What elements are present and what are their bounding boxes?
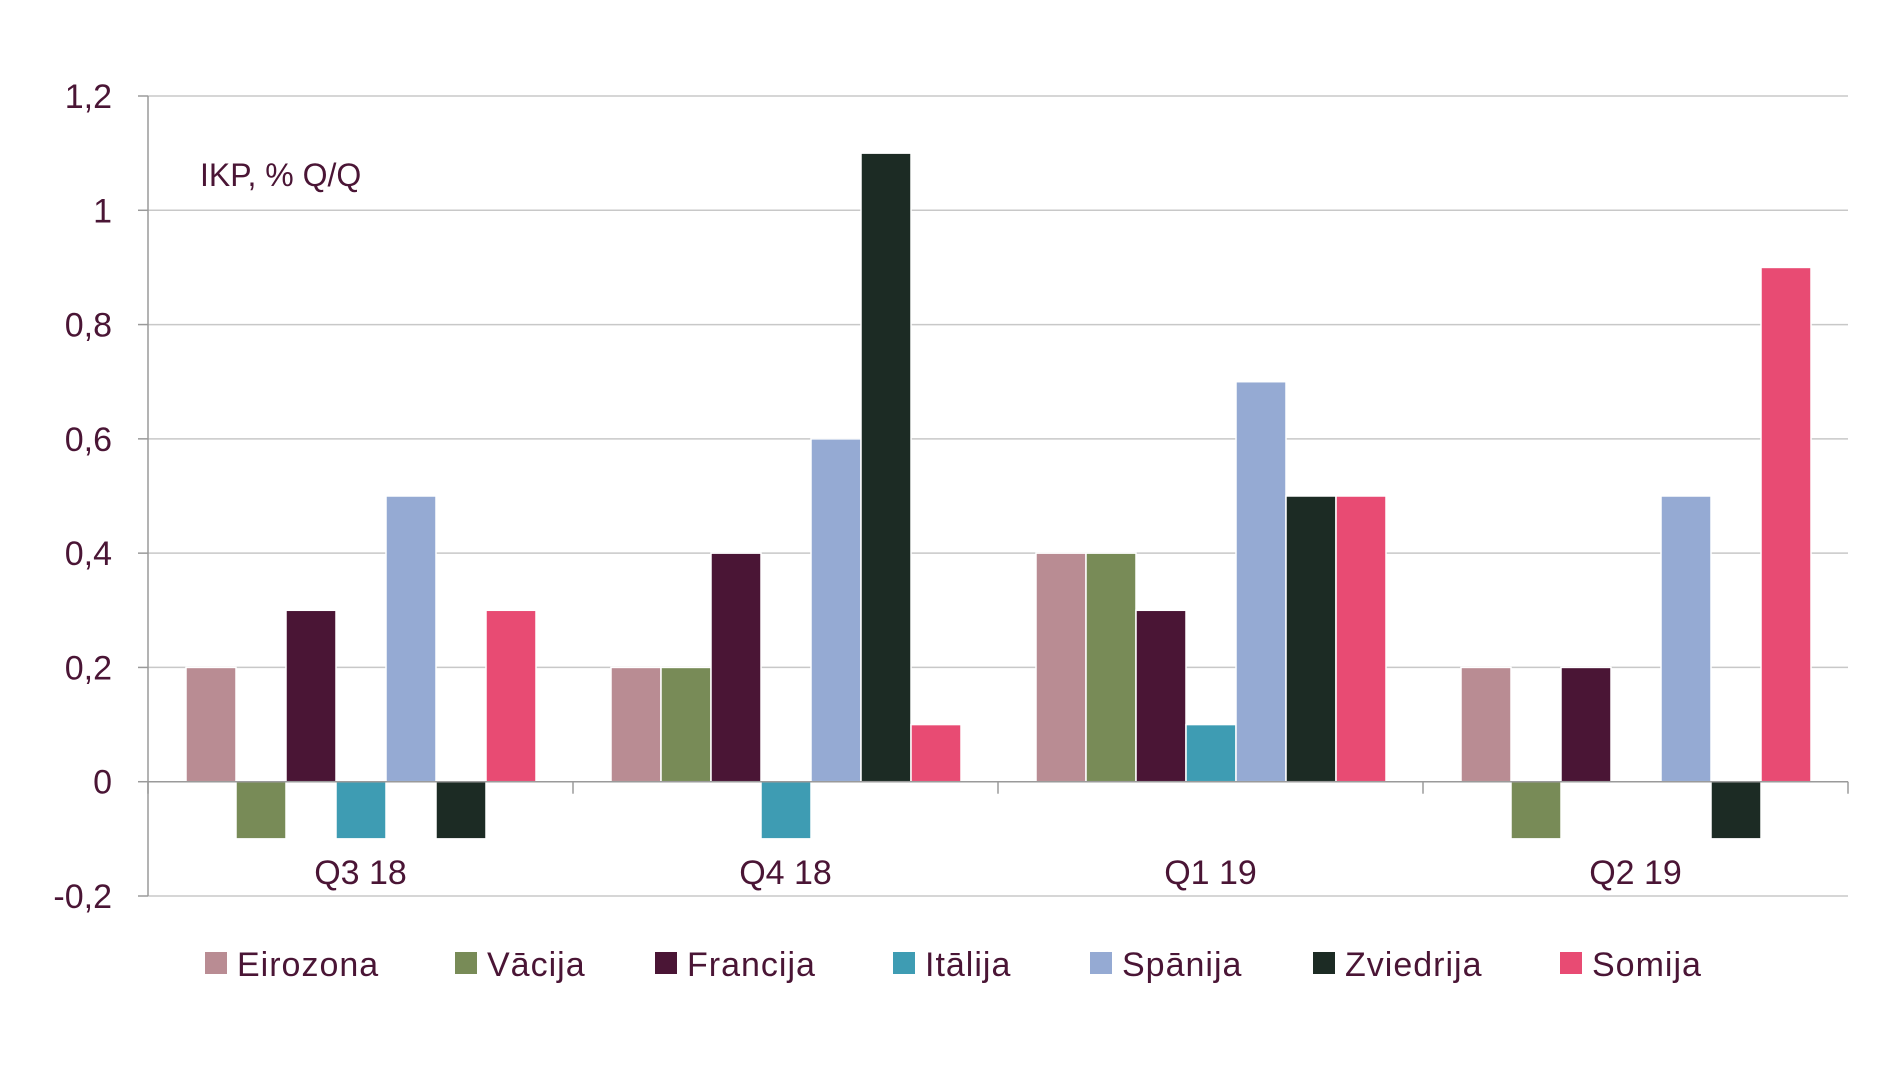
bar-somija-q4-18 [910, 723, 962, 783]
legend-label: Zviedrija [1345, 946, 1482, 984]
y-tick-label: 0,2 [65, 649, 112, 687]
bar-itālija-q1-19 [1185, 723, 1237, 783]
y-tick-label: -0,2 [53, 878, 112, 916]
bar-eirozona-q2-19 [1460, 666, 1512, 783]
legend-swatch-francija [655, 952, 677, 974]
bar-spānija-q1-19 [1235, 380, 1287, 783]
bar-spānija-q2-19 [1660, 495, 1712, 783]
legend-swatch-spānija [1090, 952, 1112, 974]
y-tick-label: 0,6 [65, 421, 112, 459]
y-tick-label: 0,8 [65, 307, 112, 345]
bar-vācija-q4-18 [660, 666, 712, 783]
bar-eirozona-q3-18 [185, 666, 237, 783]
category-label: Q2 19 [1589, 854, 1682, 892]
bar-vācija-q2-19 [1510, 780, 1562, 840]
legend: Eirozona Vācija Francija Itālija Spānija Zvie… [205, 946, 1702, 984]
bar-eirozona-q1-19 [1035, 552, 1087, 783]
legend-label: Francija [687, 946, 816, 984]
legend-swatch-somija [1560, 952, 1582, 974]
legend-swatch-itālija [893, 952, 915, 974]
legend-swatch-vācija [455, 952, 477, 974]
bar-francija-q2-19 [1560, 666, 1612, 783]
bar-spānija-q4-18 [810, 438, 862, 783]
bar-somija-q1-19 [1335, 495, 1387, 783]
bar-spānija-q3-18 [385, 495, 437, 783]
legend-label: Spānija [1122, 946, 1242, 984]
legend-label: Eirozona [237, 946, 379, 984]
y-tick-label: 0,4 [65, 535, 112, 573]
bar-zviedrija-q1-19 [1285, 495, 1337, 783]
bar-vācija-q1-19 [1085, 552, 1137, 783]
bar-somija-q3-18 [485, 609, 537, 783]
bar-zviedrija-q4-18 [860, 152, 912, 783]
bar-zviedrija-q2-19 [1710, 780, 1762, 840]
legend-label: Somija [1592, 946, 1702, 984]
bar-zviedrija-q3-18 [435, 780, 487, 840]
bars [185, 152, 1812, 840]
y-tick-label: 0 [93, 764, 112, 802]
category-label: Q3 18 [314, 854, 407, 892]
bar-vācija-q3-18 [235, 780, 287, 840]
legend-swatch-eirozona [205, 952, 227, 974]
bar-itālija-q4-18 [760, 780, 812, 840]
bar-francija-q1-19 [1135, 609, 1187, 783]
y-tick-label: 1,2 [65, 78, 112, 116]
legend-label: Vācija [487, 946, 586, 984]
legend-label: Itālija [925, 946, 1011, 984]
y-tick-label: 1 [93, 192, 112, 230]
category-label: Q4 18 [739, 854, 832, 892]
bar-francija-q4-18 [710, 552, 762, 783]
axes: -0,2 0 0,2 0,4 0,6 0,8 1 1,2 Q3 18 Q4 18 Q1 19 Q2 1… [53, 78, 1849, 916]
legend-swatch-zviedrija [1313, 952, 1335, 974]
bar-francija-q3-18 [285, 609, 337, 783]
category-label: Q1 19 [1164, 854, 1257, 892]
bar-somija-q2-19 [1760, 266, 1812, 783]
bar-itālija-q3-18 [335, 780, 387, 840]
bar-eirozona-q4-18 [610, 666, 662, 783]
chart-annotation: IKP, % Q/Q [200, 157, 361, 193]
